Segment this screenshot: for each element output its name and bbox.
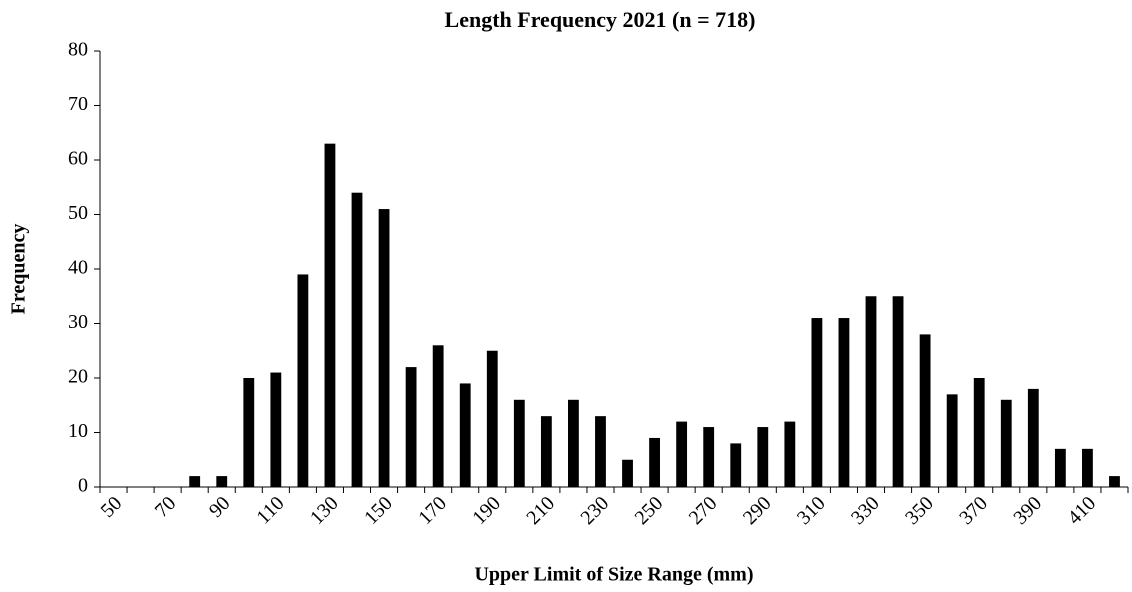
bar [865,296,877,487]
x-tick-label: 230 [576,492,613,529]
x-tick-label: 130 [306,492,343,529]
bar [216,476,228,487]
bar [324,143,336,487]
y-tick-label: 40 [68,257,88,279]
bar [811,318,823,487]
bar [892,296,904,487]
bar [378,209,390,488]
bar [1027,388,1039,487]
bar [1109,476,1120,487]
bar [919,334,931,487]
bar [189,476,201,487]
x-tick-label: 370 [955,492,992,529]
y-tick-label: 50 [68,202,88,224]
x-tick-label: 310 [793,492,830,529]
bar [486,350,498,487]
x-tick-label: 270 [685,492,722,529]
x-tick-label: 70 [151,492,181,522]
x-tick-label: 390 [1009,492,1046,529]
bar [595,416,606,487]
y-tick-label: 0 [78,475,88,497]
x-tick-label: 150 [360,492,397,529]
bar [784,421,796,487]
bar [973,378,985,487]
bar [676,421,688,487]
bar [513,399,525,487]
bar [1000,399,1012,487]
x-tick-label: 90 [205,492,235,522]
bar [540,416,552,487]
bar [568,399,579,487]
y-tick-label: 20 [68,366,88,388]
x-tick-label: 410 [1063,492,1100,529]
bar [270,372,282,487]
bar [1082,448,1093,487]
x-tick-label: 170 [414,492,451,529]
y-tick-label: 30 [68,311,88,333]
bar [1054,448,1066,487]
bar [297,274,309,487]
x-tick-label: 350 [901,492,938,529]
x-tick-label: 290 [739,492,776,529]
bar [649,437,660,487]
x-tick-label: 250 [631,492,668,529]
y-tick-label: 80 [68,39,88,61]
chart-title: Length Frequency 2021 (n = 718) [445,7,756,32]
bar [757,427,769,487]
x-tick-label: 110 [252,492,288,528]
bar [838,318,850,487]
x-tick-label: 50 [97,492,127,522]
x-axis-label: Upper Limit of Size Range (mm) [474,564,753,586]
bar [622,459,633,487]
y-tick-label: 10 [68,420,88,442]
bar [405,367,417,487]
x-tick-label: 210 [522,492,559,529]
x-tick-label: 190 [468,492,505,529]
bar [946,394,958,487]
x-tick-label: 330 [847,492,884,529]
bar [459,383,471,487]
y-tick-label: 60 [68,148,88,170]
bar [703,427,715,487]
bar [351,192,363,487]
y-axis-label: Frequency [8,224,30,315]
bar [432,345,444,487]
bar [243,378,255,487]
bar [730,443,742,487]
y-tick-label: 70 [68,93,88,115]
